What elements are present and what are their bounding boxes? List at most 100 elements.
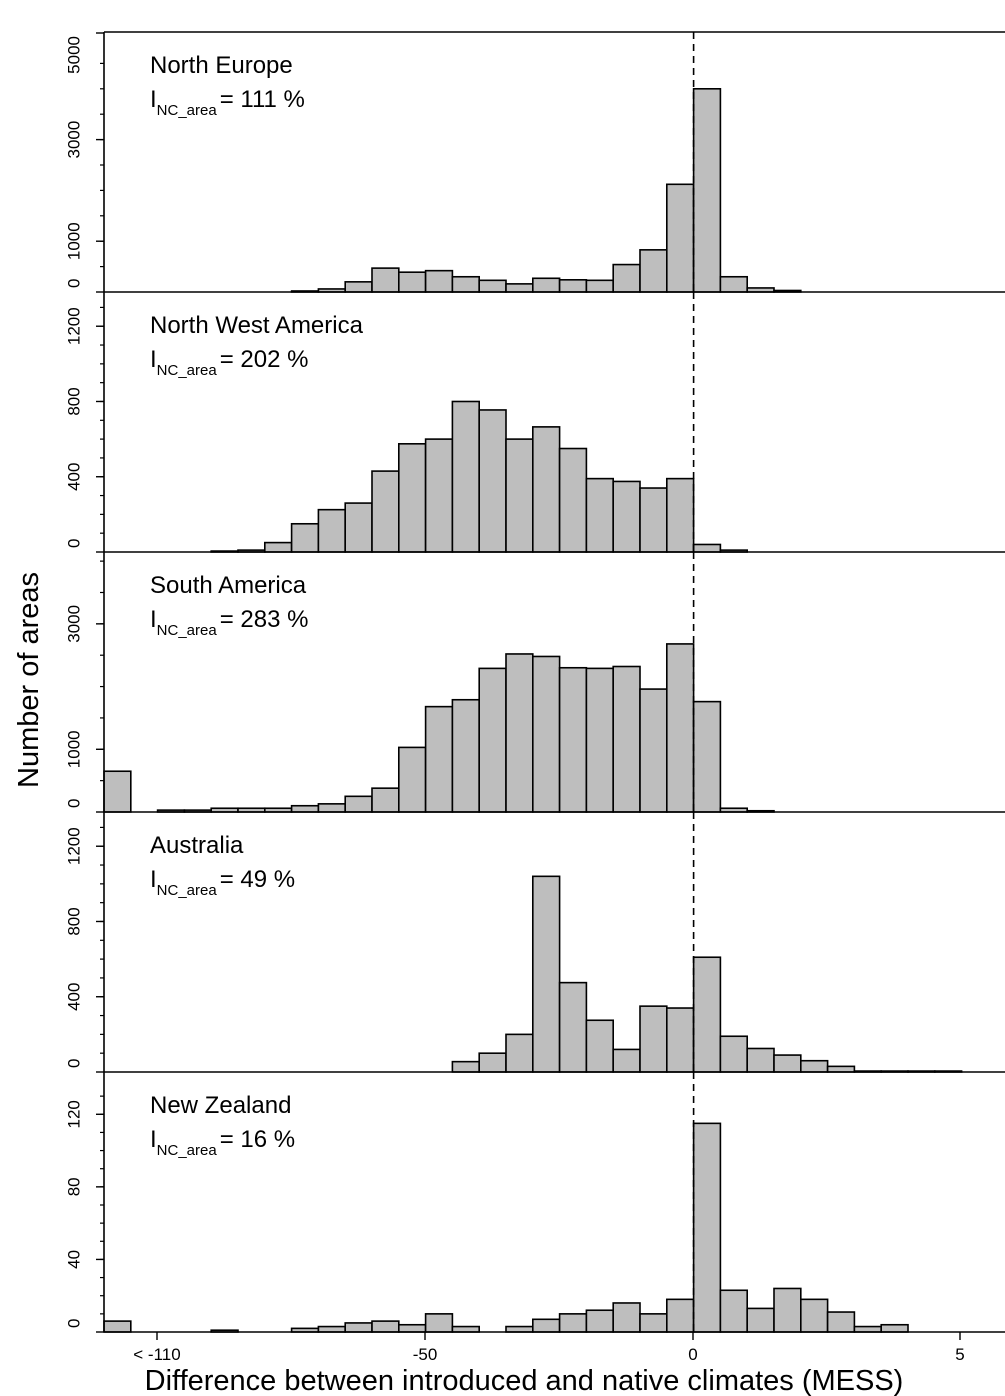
panel-3: 0 400 800 1200 Australia INC_area = 49 % bbox=[64, 812, 1005, 1073]
histogram-bar bbox=[692, 700, 722, 813]
index-value: = 283 % bbox=[220, 606, 309, 633]
x-tick-label: < -110 bbox=[133, 1345, 180, 1364]
histogram-bar bbox=[799, 1059, 829, 1073]
histogram-bar bbox=[665, 643, 695, 813]
histogram-bar bbox=[317, 508, 346, 553]
histogram-bar bbox=[665, 183, 695, 293]
histogram-bar bbox=[531, 655, 561, 813]
histogram-bar bbox=[558, 279, 588, 293]
histogram-bar bbox=[558, 666, 588, 813]
index-value: = 16 % bbox=[220, 1126, 295, 1153]
histogram-bar bbox=[612, 480, 641, 553]
histogram-bar bbox=[880, 1323, 909, 1333]
histogram-bar bbox=[826, 1065, 856, 1073]
histogram-bar bbox=[451, 1325, 480, 1333]
histogram-bar bbox=[585, 667, 615, 813]
index-subscript: NC_area bbox=[157, 882, 218, 899]
histogram-bar bbox=[317, 803, 346, 813]
index-letter: I bbox=[150, 86, 157, 113]
histogram-bar bbox=[397, 1323, 427, 1333]
histogram-bar bbox=[505, 283, 534, 293]
histogram-bar bbox=[505, 1325, 534, 1333]
y-tick-label: 1000 bbox=[64, 222, 83, 260]
histogram-bar bbox=[585, 477, 615, 553]
histogram-bar bbox=[665, 1007, 695, 1073]
y-tick-label: 1200 bbox=[64, 827, 83, 865]
y-tick-label: 3000 bbox=[64, 121, 83, 159]
histogram-bar bbox=[290, 522, 320, 553]
panel-title: New Zealand bbox=[150, 1092, 291, 1119]
histogram-bar bbox=[451, 1060, 480, 1073]
histogram-bar bbox=[103, 770, 132, 813]
histogram-bar bbox=[773, 1054, 802, 1073]
histogram-bar bbox=[665, 1298, 695, 1333]
index-subscript: NC_area bbox=[157, 102, 218, 119]
panel-title: Australia bbox=[150, 832, 244, 859]
y-tick-label: 0 bbox=[64, 1059, 83, 1068]
panel-index: INC_area = 202 % bbox=[150, 346, 308, 379]
histogram-bar bbox=[639, 1313, 668, 1333]
x-tick-label: -50 bbox=[413, 1345, 438, 1364]
x-axis-title: Difference between introduced and native… bbox=[145, 1365, 904, 1396]
y-tick-label: 400 bbox=[64, 463, 83, 491]
histogram-bar bbox=[290, 804, 320, 813]
histogram-bar bbox=[424, 269, 454, 293]
x-axis: < -110 -50 0 5 bbox=[133, 1332, 965, 1364]
panel-1: 0 400 800 1200 North West America INC_area = 2… bbox=[64, 292, 1005, 553]
index-subscript: NC_area bbox=[157, 1142, 218, 1159]
panel-title: South America bbox=[150, 572, 307, 599]
histogram-bar bbox=[531, 1318, 561, 1333]
histogram-bar bbox=[639, 688, 668, 813]
index-letter: I bbox=[150, 866, 157, 893]
histogram-bar bbox=[478, 279, 507, 293]
index-letter: I bbox=[150, 1126, 157, 1153]
panel-4: 0 40 80 120 New Zealand INC_area = 16 % bbox=[64, 1072, 1005, 1333]
histogram-bar bbox=[478, 667, 507, 813]
histogram-bar bbox=[612, 263, 641, 293]
histogram-bar bbox=[451, 400, 480, 553]
histogram-bar bbox=[719, 1035, 749, 1073]
index-subscript: NC_area bbox=[157, 362, 218, 379]
histogram-bar bbox=[692, 956, 722, 1073]
index-value: = 111 % bbox=[220, 86, 305, 113]
panel-index: INC_area = 283 % bbox=[150, 606, 308, 639]
histogram-bar bbox=[692, 543, 722, 553]
histogram-bar bbox=[344, 795, 373, 813]
x-tick-label: 5 bbox=[955, 1345, 964, 1364]
histogram-bar bbox=[263, 541, 293, 553]
histogram-bar bbox=[424, 438, 454, 553]
y-tick-label: 1000 bbox=[64, 730, 83, 768]
y-tick-label: 1200 bbox=[64, 307, 83, 345]
index-value: = 49 % bbox=[220, 866, 295, 893]
histogram-bar bbox=[799, 1298, 829, 1333]
panel-title: North Europe bbox=[150, 52, 293, 79]
histogram-bar bbox=[719, 1289, 749, 1333]
histogram-bar bbox=[424, 705, 454, 813]
histogram-bar bbox=[505, 438, 534, 553]
y-tick-label: 120 bbox=[64, 1100, 83, 1128]
histogram-bar bbox=[692, 1122, 722, 1333]
histogram-bar bbox=[371, 1320, 400, 1333]
y-tick-label: 0 bbox=[64, 539, 83, 548]
histogram-bar bbox=[103, 1320, 132, 1333]
histogram-bar bbox=[344, 1322, 373, 1333]
histogram-bar bbox=[853, 1325, 883, 1333]
histogram-bar bbox=[558, 981, 588, 1073]
histogram-bar bbox=[424, 1313, 454, 1333]
histogram-bar bbox=[826, 1311, 856, 1333]
y-tick-label: 0 bbox=[64, 799, 83, 808]
histogram-bar bbox=[612, 1048, 641, 1073]
y-tick-label: 800 bbox=[64, 387, 83, 415]
histogram-bar bbox=[585, 1019, 615, 1073]
histogram-bar bbox=[344, 502, 373, 553]
histogram-bar bbox=[773, 1287, 802, 1333]
panel-index: INC_area = 111 % bbox=[150, 86, 305, 119]
histogram-bar bbox=[585, 1309, 615, 1333]
y-tick-label: 400 bbox=[64, 983, 83, 1011]
histogram-bar bbox=[531, 277, 561, 293]
histogram-bar bbox=[451, 275, 480, 293]
histogram-bar bbox=[558, 447, 588, 553]
y-tick-label: 0 bbox=[64, 1319, 83, 1328]
histogram-bar bbox=[558, 1313, 588, 1333]
